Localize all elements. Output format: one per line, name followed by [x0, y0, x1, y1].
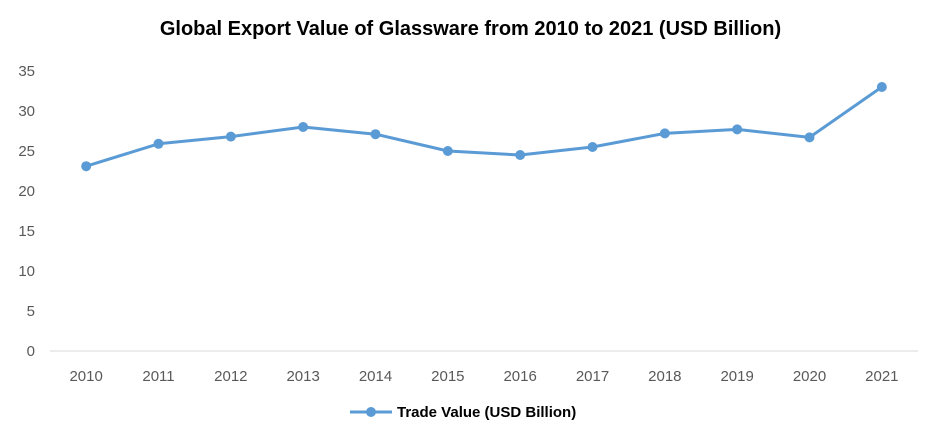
- legend-marker: [366, 407, 376, 417]
- x-axis-ticks: 2010 2011 2012 2013 2014 2015 2016 2017 2018 2019…: [69, 368, 898, 385]
- data-point: [442, 146, 453, 156]
- data-point: [804, 132, 815, 143]
- x-tick-label: 2013: [286, 368, 319, 385]
- y-tick-label: 30: [18, 103, 35, 120]
- x-tick-label: 2014: [359, 368, 392, 385]
- data-point: [732, 124, 743, 135]
- y-tick-label: 10: [18, 263, 35, 280]
- series-layer: [81, 82, 887, 172]
- x-tick-label: 2015: [431, 368, 464, 385]
- x-tick-label: 2011: [142, 368, 174, 385]
- data-point: [587, 142, 598, 152]
- x-tick-label: 2017: [576, 368, 609, 385]
- data-point: [81, 161, 92, 172]
- x-tick-label: 2020: [793, 368, 826, 385]
- data-point: [659, 128, 670, 139]
- x-tick-label: 2018: [648, 368, 681, 385]
- data-point: [876, 82, 887, 92]
- y-tick-label: 5: [27, 303, 35, 320]
- y-tick-label: 25: [18, 143, 35, 160]
- x-tick-label: 2021: [865, 368, 898, 385]
- data-point: [298, 122, 309, 132]
- data-point: [225, 131, 236, 142]
- y-tick-label: 35: [18, 63, 35, 80]
- data-point: [153, 138, 164, 149]
- legend-label: Trade Value (USD Billion): [397, 404, 576, 421]
- x-tick-label: 2010: [69, 368, 102, 385]
- data-point: [370, 129, 381, 140]
- x-tick-label: 2012: [214, 368, 247, 385]
- legend: Trade Value (USD Billion): [350, 404, 576, 421]
- data-point: [515, 150, 526, 160]
- chart-title: Global Export Value of Glassware from 20…: [159, 18, 782, 40]
- y-tick-label: 0: [27, 343, 35, 360]
- y-axis-ticks: 0 5 10 15 20 25 30 35: [18, 63, 35, 360]
- x-tick-label: 2016: [503, 368, 536, 385]
- y-tick-label: 15: [18, 223, 35, 240]
- series-line: [85, 85, 883, 168]
- x-tick-label: 2019: [720, 368, 753, 385]
- y-tick-label: 20: [18, 183, 35, 200]
